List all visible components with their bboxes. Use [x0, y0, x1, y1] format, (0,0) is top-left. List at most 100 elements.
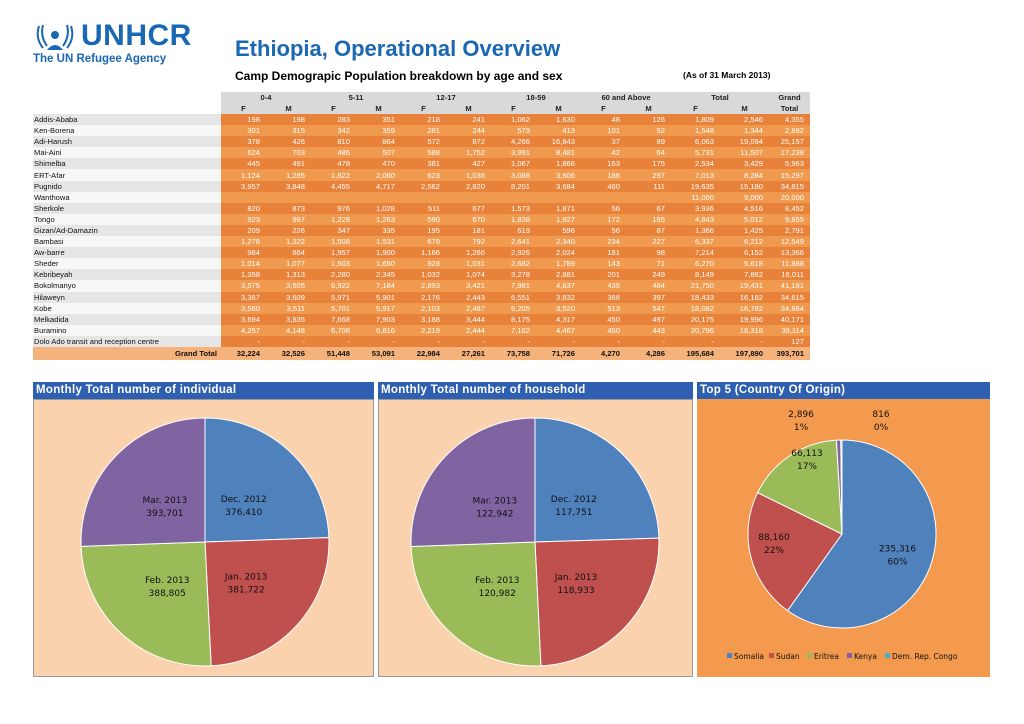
table-cell: 342	[311, 125, 356, 137]
table-cell: 209	[221, 224, 266, 237]
table-row: Wanthowa 11,000 9,000 20,000	[33, 191, 810, 203]
pie-slice	[534, 537, 660, 667]
table-cell: 315	[266, 125, 311, 137]
households-panel: Monthly Total number of household Dec. 2…	[378, 382, 693, 677]
table-cell: 34,815	[769, 180, 810, 192]
table-cell: 427	[446, 158, 491, 170]
table-cell: -	[356, 335, 401, 347]
table-cell: 2,060	[356, 169, 401, 181]
camp-name: Ken-Borena	[33, 125, 221, 137]
table-cell: 513	[581, 302, 626, 314]
sex-header: F	[221, 103, 266, 114]
table-cell: 92	[626, 125, 671, 137]
unhcr-logo: UNHCR The UN Refugee Agency	[33, 20, 229, 68]
table-row: Bokolmanyo 3,575 3,505 6,922 7,184 2,893 3,421…	[33, 280, 810, 292]
table-cell: 1,062	[491, 114, 536, 126]
table-row: Mai-Aini 624 703 486 507 588 1,752 3,991 8,481 42…	[33, 147, 810, 159]
table-cell: 2,641	[491, 236, 536, 248]
group-header: 5-11	[311, 92, 401, 103]
slice-label: Dec. 2012	[221, 495, 267, 505]
grand-total-row: Grand Total 32,224 32,526 51,448 53,091 22,98…	[33, 346, 810, 360]
table-cell: 486	[311, 147, 356, 159]
sex-header: F	[401, 103, 446, 114]
table-cell: 572	[401, 136, 446, 148]
table-cell	[491, 191, 536, 203]
table-cell: 7,903	[356, 313, 401, 325]
pie-slice	[80, 417, 206, 547]
table-cell: 3,560	[221, 302, 266, 314]
table-row: Kebribeyah 1,358 1,313 2,280 2,345 1,032 1,074…	[33, 269, 810, 281]
camp-name: Kebribeyah	[33, 269, 221, 281]
table-cell: 98	[626, 247, 671, 259]
table-cell: 163	[581, 158, 626, 170]
slice-value: 388,805	[149, 589, 186, 599]
households-pie-chart: Dec. 2012 117,751 Jan. 2013 118,933 Feb. 201…	[410, 417, 660, 667]
table-cell: 56	[581, 202, 626, 214]
table-cell: 579	[491, 125, 536, 137]
table-cell: 497	[626, 313, 671, 325]
origin-pie-chart: 235,316 60% 88,160 22% 66,113 17% 2,896 1% 816 0%…	[727, 410, 958, 661]
table-cell: 2,340	[536, 236, 581, 248]
table-cell: 40,171	[769, 313, 810, 325]
camp-name: Tongo	[33, 213, 221, 225]
table-cell	[266, 191, 311, 203]
sex-header: F	[671, 103, 720, 114]
table-cell: 18,433	[671, 291, 720, 303]
table-cell: 281	[401, 125, 446, 137]
pie-slice	[756, 439, 843, 535]
table-cell: 1,313	[266, 269, 311, 281]
table-cell: 1,263	[356, 213, 401, 225]
grand-total-cell: 195,684	[671, 346, 720, 360]
table-cell: 13,366	[769, 247, 810, 259]
slice-value: 118,933	[557, 586, 594, 596]
table-cell: 1,630	[536, 114, 581, 126]
camp-name: Addis-Ababa	[33, 114, 221, 126]
group-header: 0-4	[221, 92, 311, 103]
table-cell: 3,444	[446, 313, 491, 325]
table-cell: 381	[401, 158, 446, 170]
table-cell: 4,317	[536, 313, 581, 325]
grand-total-cell: 53,091	[356, 346, 401, 360]
grand-total-cell: 73,758	[491, 346, 536, 360]
table-cell: 378	[221, 136, 266, 148]
table-row: Gizan/Ad-Damazin 209 226 347 335 195 181 619 596…	[33, 224, 810, 237]
table-cell: 181	[446, 224, 491, 237]
table-cell: 5,917	[356, 302, 401, 314]
table-cell: 3,957	[221, 180, 266, 192]
table-cell: 6,551	[491, 291, 536, 303]
table-cell: 4,355	[769, 114, 810, 126]
table-row: Adi-Harush 378 426 810 864 572 872 4,266 16,843 3…	[33, 136, 810, 148]
table-cell: 71	[626, 258, 671, 270]
table-row: ERT-Afar 1,124 1,285 1,822 2,060 623 1,036 3,08…	[33, 169, 810, 181]
table-cell: 2,881	[536, 269, 581, 281]
table-cell: 3,088	[491, 169, 536, 181]
grand-total-cell: 27,261	[446, 346, 491, 360]
table-cell: 7,668	[311, 313, 356, 325]
table-cell	[311, 191, 356, 203]
group-header: 12-17	[401, 92, 491, 103]
table-cell: 195	[401, 224, 446, 237]
table-cell: 1,028	[356, 202, 401, 214]
sex-header: F	[491, 103, 536, 114]
table-cell: 301	[221, 125, 266, 137]
table-cell: 126	[626, 114, 671, 126]
table-cell: 1,074	[446, 269, 491, 281]
table-cell: 3,511	[266, 302, 311, 314]
table-cell: 1,425	[720, 224, 769, 237]
table-cell: 443	[626, 324, 671, 336]
camp-name: Wanthowa	[33, 191, 221, 203]
table-cell: 19,431	[720, 280, 769, 292]
sex-header: M	[720, 103, 769, 114]
table-cell: 8,481	[536, 147, 581, 159]
table-cell: 12,549	[769, 236, 810, 248]
logo-wordmark: UNHCR	[81, 19, 192, 52]
camp-name: Gizan/Ad-Damazin	[33, 224, 221, 237]
group-header: Grand	[769, 92, 810, 103]
age-group-header-row: 0-4 5-11 12-17 18-59 60 and Above Total …	[33, 92, 810, 103]
table-cell: 165	[626, 213, 671, 225]
table-cell: 5,012	[720, 213, 769, 225]
table-cell: 872	[446, 136, 491, 148]
table-cell: 923	[221, 213, 266, 225]
individuals-pie-chart: Dec. 2012 376,410 Jan. 2013 381,722 Feb. 201…	[80, 417, 330, 667]
table-cell: 87	[626, 224, 671, 237]
